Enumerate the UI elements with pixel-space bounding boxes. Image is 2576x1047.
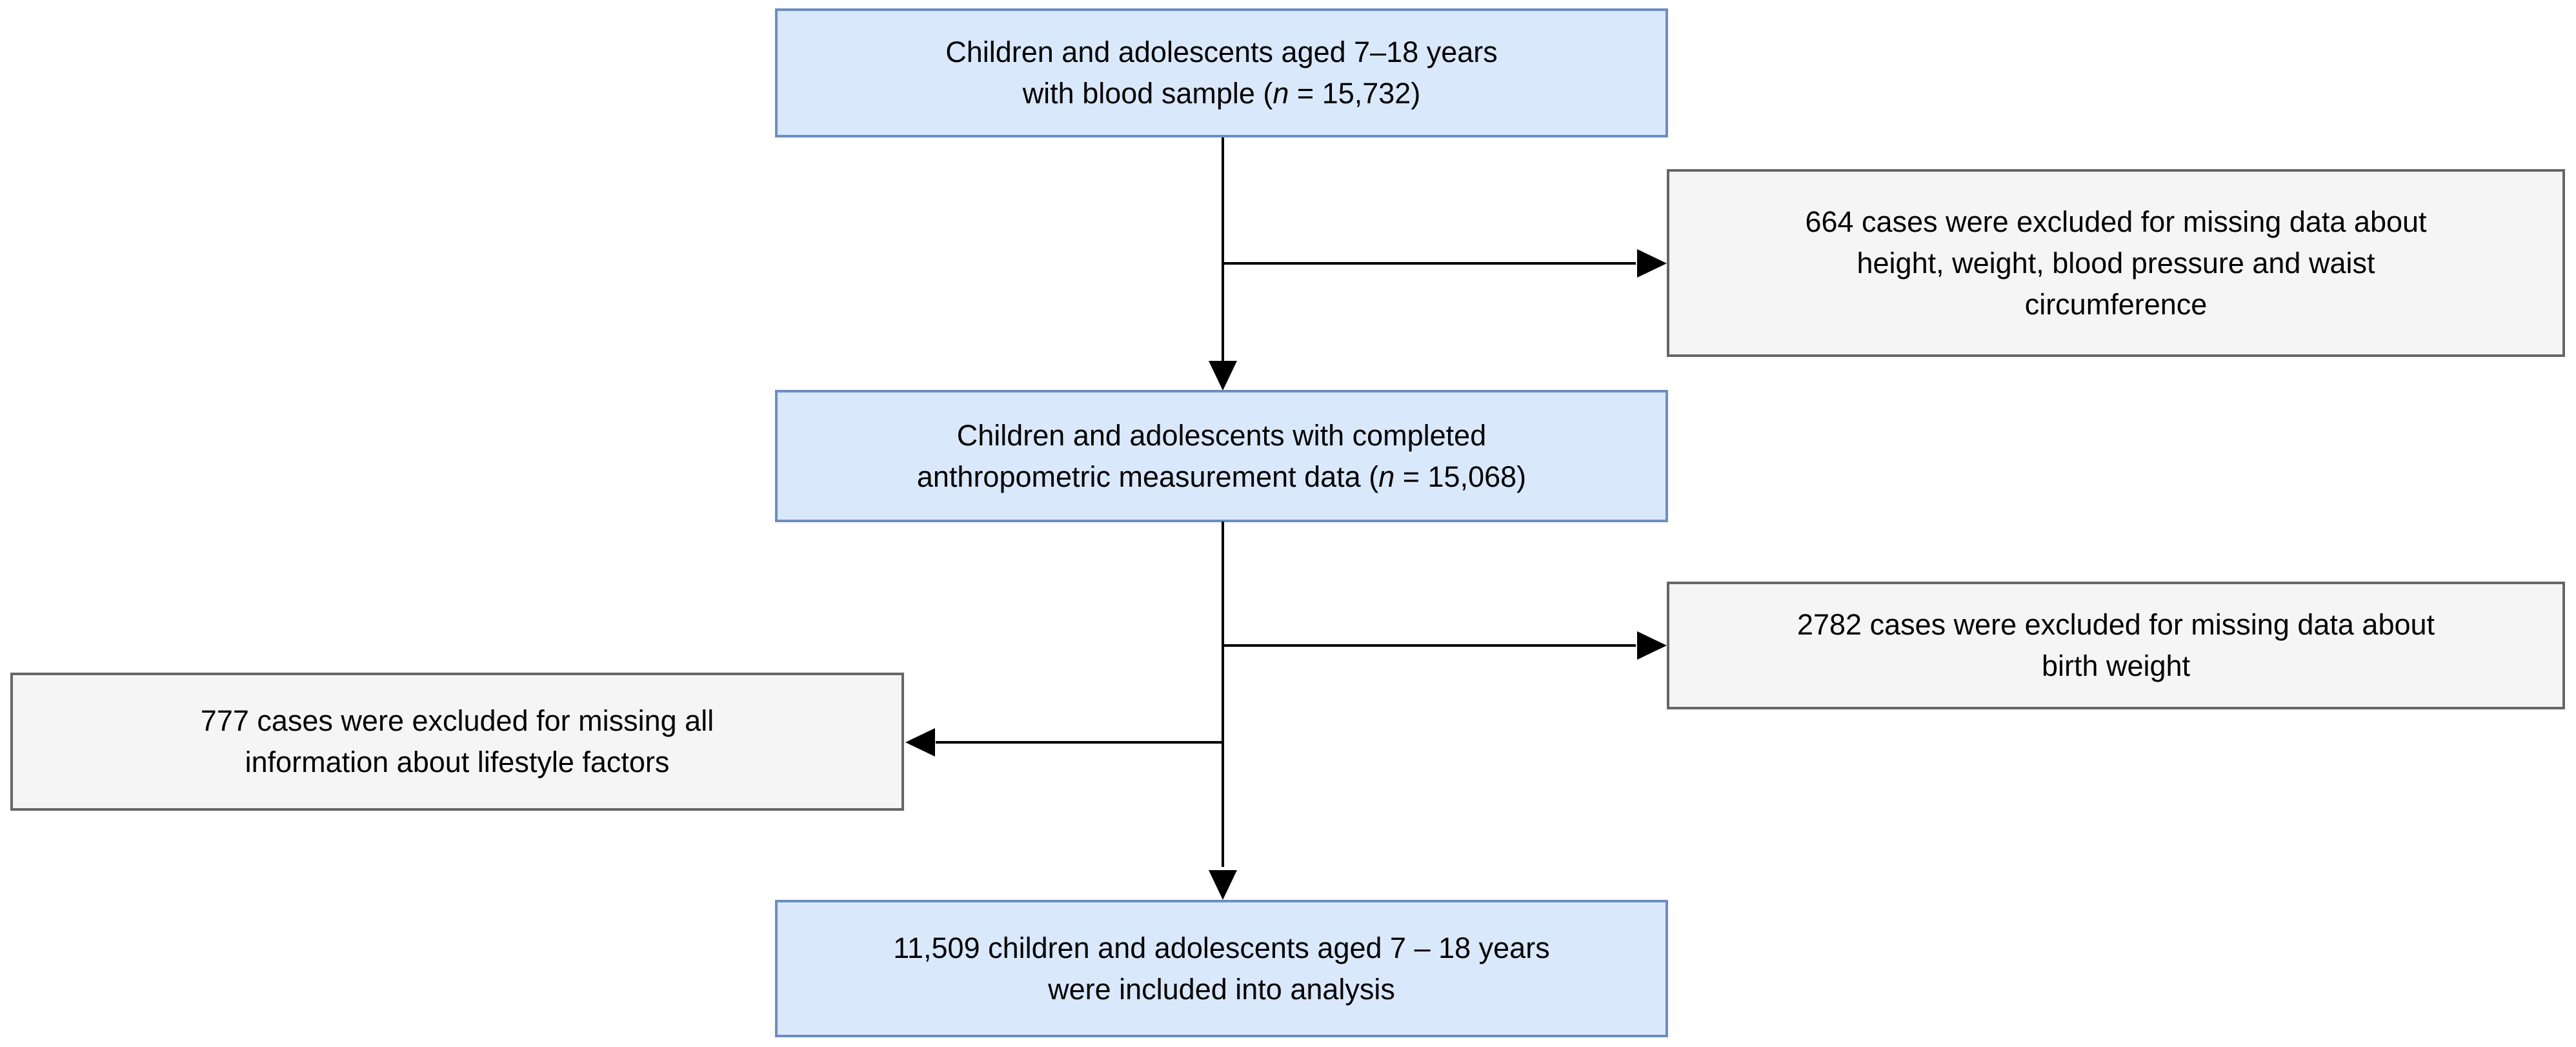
flow-box-excluded-birth-weight: 2782 cases were excluded for missing dat… <box>1667 582 2565 709</box>
flow-box-blood-sample-line1: Children and adolescents aged 7–18 years <box>945 36 1498 68</box>
flow-box-excluded-anthropometric: 664 cases were excluded for missing data… <box>1667 169 2565 357</box>
flow-box-completed-anthropometric: Children and adolescents with completed … <box>775 390 1668 522</box>
n-symbol: n <box>1378 460 1395 493</box>
excluded-birth-weight-line2: birth weight <box>2041 649 2191 682</box>
connector-branch-anthropometric <box>1223 262 1636 265</box>
connector-branch-lifestyle <box>936 741 1223 744</box>
connector-branch-birth-weight <box>1223 644 1636 647</box>
connector-top-to-middle <box>1222 137 1224 363</box>
arrowhead-down-into-middle <box>1209 361 1237 391</box>
excluded-anthropometric-line3: circumference <box>2024 287 2208 321</box>
excluded-lifestyle-line2: information about lifestyle factors <box>245 746 670 778</box>
arrowhead-left-into-lifestyle-exclusion <box>905 728 935 757</box>
n-symbol: n <box>1273 77 1289 110</box>
flow-box-blood-sample-line2: with blood sample (n = 15,732) <box>1022 77 1421 110</box>
arrowhead-down-into-final <box>1209 870 1237 900</box>
flow-box-completed-anthropometric-line1: Children and adolescents with completed <box>956 418 1487 452</box>
flow-box-blood-sample: Children and adolescents aged 7–18 years… <box>775 8 1668 137</box>
flow-box-completed-anthropometric-line2: anthropometric measurement data (n = 15,… <box>916 460 1527 493</box>
excluded-anthropometric-line2: height, weight, blood pressure and waist <box>1857 246 2375 280</box>
arrowhead-right-into-anthropometric-exclusion <box>1637 249 1667 278</box>
excluded-anthropometric-line1: 664 cases were excluded for missing data… <box>1805 205 2427 238</box>
flow-box-excluded-lifestyle: 777 cases were excluded for missing all … <box>10 673 904 811</box>
excluded-birth-weight-line1: 2782 cases were excluded for missing dat… <box>1796 608 2435 641</box>
excluded-lifestyle-line1: 777 cases were excluded for missing all <box>200 704 714 737</box>
flow-box-included-analysis-line2: were included into analysis <box>1048 972 1395 1006</box>
arrowhead-right-into-birth-weight-exclusion <box>1637 631 1667 660</box>
flow-box-included-analysis: 11,509 children and adolescents aged 7 –… <box>775 900 1668 1037</box>
flow-box-included-analysis-line1: 11,509 children and adolescents aged 7 –… <box>893 931 1550 964</box>
connector-middle-to-final <box>1222 522 1224 867</box>
